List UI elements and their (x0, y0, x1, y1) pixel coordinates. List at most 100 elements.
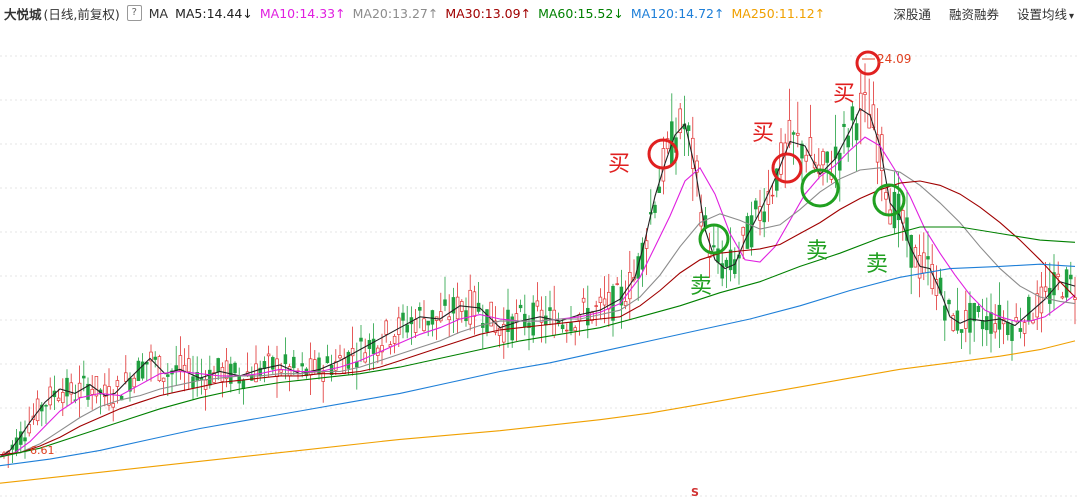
candle (854, 114, 859, 171)
margin-trading-button[interactable]: 融资融券 (948, 6, 999, 22)
candle-body (741, 227, 745, 236)
candle (657, 167, 661, 193)
candle (443, 276, 447, 312)
candle-body (657, 186, 661, 193)
max-price-label: 24.09 (877, 52, 911, 66)
candle (728, 227, 733, 282)
candle-body (447, 316, 451, 321)
candle (182, 348, 187, 392)
candle (468, 274, 472, 331)
chart-labels-layer: 24.09 6.61 S (30, 52, 911, 499)
candle (573, 325, 577, 346)
candle-body (472, 291, 477, 317)
candle-body (149, 351, 153, 362)
candle-body (615, 283, 619, 285)
candle-body (23, 437, 27, 442)
arrow-up-icon: ↑ (335, 5, 346, 21)
candle-body (1073, 297, 1077, 300)
candle-body (82, 375, 86, 379)
candle (959, 329, 964, 350)
candle (518, 299, 523, 313)
candle (787, 88, 792, 149)
candle (224, 347, 229, 388)
candle (65, 369, 69, 407)
candle-body (56, 397, 61, 401)
candle-body (1022, 322, 1027, 334)
candle-body (880, 134, 884, 171)
candle-body (581, 297, 586, 303)
candle-body (779, 142, 783, 175)
candle (1073, 276, 1077, 325)
candle (712, 226, 716, 251)
candle (766, 169, 771, 222)
candle (523, 294, 527, 336)
candle-body (140, 361, 145, 379)
candle (220, 362, 225, 398)
arrow-down-icon: ↓ (613, 5, 624, 21)
candle-body (443, 299, 447, 306)
candle-body (61, 392, 65, 404)
candle (972, 302, 976, 342)
candle-body (548, 307, 552, 311)
candle-body (985, 316, 989, 331)
candle-body (712, 245, 716, 248)
candle (392, 333, 397, 354)
candle (367, 333, 372, 371)
candle-body (254, 363, 258, 383)
candle-body (968, 302, 972, 333)
ma-settings-button[interactable]: 设置均线 ▾ (1017, 4, 1074, 23)
candle (569, 306, 573, 336)
help-icon[interactable]: ? (126, 5, 142, 21)
candle (968, 291, 972, 355)
candle-body (560, 324, 565, 330)
candle-body (48, 386, 52, 406)
ma-line-ma20 (0, 167, 1076, 456)
candle (770, 183, 775, 204)
candle-body (686, 125, 691, 131)
candle-body (947, 299, 951, 305)
candle-body (241, 379, 246, 390)
candle-body (602, 298, 607, 306)
candle (993, 304, 997, 339)
candle (153, 351, 157, 368)
chart-grid (0, 55, 1080, 497)
candle (791, 130, 796, 165)
candle-body (976, 306, 981, 312)
sell-signal-circle (872, 183, 906, 217)
candle (212, 365, 216, 383)
ma-indicator-value: MA60:15.52 (538, 5, 614, 21)
candle-body (216, 358, 220, 373)
candle-body (724, 259, 729, 267)
candle (506, 288, 510, 348)
candle (418, 302, 422, 329)
candle-body (224, 360, 229, 380)
candle (741, 226, 745, 260)
candle-body (292, 356, 296, 369)
sell-signal-circle (698, 223, 730, 255)
candle-body (69, 382, 73, 395)
candle (733, 247, 737, 279)
hk-connect-button[interactable]: 深股通 (893, 6, 931, 22)
candle-body (934, 279, 939, 296)
candle (695, 154, 699, 197)
candle (124, 355, 128, 385)
candle-body (926, 256, 930, 260)
candle-body (283, 354, 288, 365)
candle (262, 356, 267, 383)
candle (985, 297, 989, 346)
candle-body (384, 320, 388, 335)
candle (762, 187, 766, 238)
candle-body (665, 138, 670, 150)
candle (149, 344, 153, 382)
candle-body (791, 132, 796, 135)
candle (720, 240, 724, 287)
candle-body (380, 345, 384, 353)
ma-line-ma30 (0, 180, 1076, 456)
candle-body (111, 403, 115, 408)
candle-body (699, 212, 703, 227)
candle-body (346, 351, 351, 369)
buy-signal-circle (855, 50, 881, 76)
candle-body (203, 379, 208, 390)
